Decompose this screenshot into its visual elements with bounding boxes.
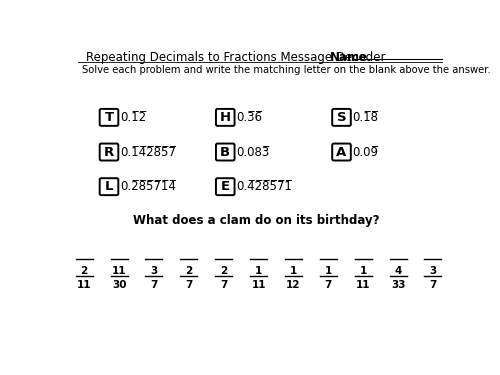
FancyBboxPatch shape bbox=[216, 144, 234, 160]
Text: 0.1̅4̅2̅8̅5̅7̅: 0.1̅4̅2̅8̅5̅7̅ bbox=[120, 146, 176, 159]
Text: 0.1̅8̅: 0.1̅8̅ bbox=[352, 111, 378, 124]
Text: Repeating Decimals to Fractions Message Decoder: Repeating Decimals to Fractions Message … bbox=[86, 51, 385, 64]
FancyBboxPatch shape bbox=[216, 109, 234, 126]
Text: 7: 7 bbox=[185, 280, 192, 290]
Text: T: T bbox=[104, 111, 114, 124]
Text: H: H bbox=[220, 111, 231, 124]
Text: B: B bbox=[220, 146, 230, 159]
Text: 1: 1 bbox=[360, 266, 367, 276]
Text: What does a clam do on its birthday?: What does a clam do on its birthday? bbox=[133, 214, 380, 227]
Text: 30: 30 bbox=[112, 280, 126, 290]
Text: 4: 4 bbox=[394, 266, 402, 276]
Text: 0.083̅: 0.083̅ bbox=[236, 146, 270, 159]
Text: 0.4̅2̅8̅5̅7̅1̅: 0.4̅2̅8̅5̅7̅1̅ bbox=[236, 180, 292, 193]
Text: 33: 33 bbox=[391, 280, 406, 290]
Text: 1: 1 bbox=[290, 266, 297, 276]
Text: 3: 3 bbox=[150, 266, 158, 276]
Text: 7: 7 bbox=[150, 280, 158, 290]
Text: 7: 7 bbox=[220, 280, 228, 290]
Text: 7: 7 bbox=[324, 280, 332, 290]
Text: 11: 11 bbox=[112, 266, 126, 276]
Text: R: R bbox=[104, 146, 114, 159]
Text: 0.3̅6̅: 0.3̅6̅ bbox=[236, 111, 262, 124]
FancyBboxPatch shape bbox=[332, 144, 351, 160]
Text: E: E bbox=[220, 180, 230, 193]
Text: S: S bbox=[336, 111, 346, 124]
Text: 0.1̅2̅: 0.1̅2̅ bbox=[120, 111, 146, 124]
Text: 3: 3 bbox=[430, 266, 436, 276]
Text: 11: 11 bbox=[252, 280, 266, 290]
FancyBboxPatch shape bbox=[100, 144, 118, 160]
Text: 1: 1 bbox=[324, 266, 332, 276]
Text: Name: Name bbox=[330, 51, 368, 64]
Text: A: A bbox=[336, 146, 346, 159]
Text: 7: 7 bbox=[430, 280, 436, 290]
Text: 0.2̅8̅5̅7̅1̅4̅: 0.2̅8̅5̅7̅1̅4̅ bbox=[120, 180, 176, 193]
Text: 0.09̅: 0.09̅ bbox=[352, 146, 378, 159]
FancyBboxPatch shape bbox=[332, 109, 351, 126]
Text: 12: 12 bbox=[286, 280, 300, 290]
Text: 11: 11 bbox=[77, 280, 92, 290]
Text: L: L bbox=[105, 180, 113, 193]
Text: 2: 2 bbox=[80, 266, 88, 276]
FancyBboxPatch shape bbox=[100, 178, 118, 195]
FancyBboxPatch shape bbox=[100, 109, 118, 126]
Text: Solve each problem and write the matching letter on the blank above the answer.: Solve each problem and write the matchin… bbox=[82, 65, 490, 75]
Text: 11: 11 bbox=[356, 280, 370, 290]
Text: 1: 1 bbox=[255, 266, 262, 276]
Text: 2: 2 bbox=[185, 266, 192, 276]
FancyBboxPatch shape bbox=[216, 178, 234, 195]
Text: 2: 2 bbox=[220, 266, 228, 276]
